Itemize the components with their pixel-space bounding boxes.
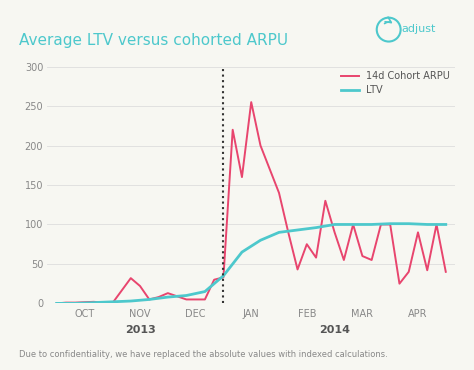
Text: 2014: 2014	[319, 325, 350, 335]
Text: 2013: 2013	[125, 325, 155, 335]
Text: Average LTV versus cohorted ARPU: Average LTV versus cohorted ARPU	[19, 33, 288, 48]
Text: Due to confidentiality, we have replaced the absolute values with indexed calcul: Due to confidentiality, we have replaced…	[19, 350, 388, 359]
Text: adjust: adjust	[401, 24, 436, 34]
Legend: 14d Cohort ARPU, LTV: 14d Cohort ARPU, LTV	[341, 71, 450, 95]
